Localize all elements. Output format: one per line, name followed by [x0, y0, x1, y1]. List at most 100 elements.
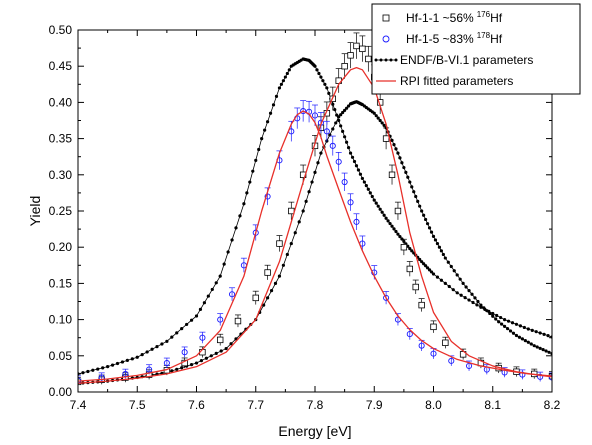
- endf-point: [339, 124, 343, 128]
- legend-label-hf15: Hf-1-5 ~83% 178Hf: [406, 31, 503, 46]
- hf-1-1-point: [430, 323, 437, 331]
- hf-1-5-point: [347, 199, 354, 206]
- endf-point: [194, 314, 199, 318]
- endf-point: [304, 199, 308, 203]
- y-tick-label: 0.00: [49, 385, 73, 399]
- endf-point: [473, 296, 477, 300]
- endf-point: [427, 268, 432, 272]
- hf-1-1-point: [418, 301, 425, 309]
- endf-point: [534, 330, 538, 334]
- endf-point: [535, 345, 539, 349]
- endf-point: [81, 371, 85, 375]
- endf-point: [202, 301, 206, 305]
- endf-point: [204, 356, 208, 360]
- endf-point: [376, 204, 380, 208]
- endf-point: [470, 292, 474, 296]
- hf-1-5-point: [406, 331, 413, 338]
- hf-1-5-point: [199, 334, 206, 341]
- endf-point: [443, 256, 447, 260]
- endf-point: [194, 361, 199, 365]
- endf-point: [458, 277, 462, 281]
- y-axis-title: Yield: [27, 196, 43, 227]
- hf-1-1-point: [234, 317, 242, 325]
- endf-point: [505, 327, 510, 331]
- endf-point: [364, 184, 368, 188]
- endf-point: [382, 123, 386, 127]
- endf-point: [325, 86, 329, 90]
- endf-point: [106, 365, 110, 369]
- endf-point: [115, 361, 120, 366]
- endf-point: [327, 91, 331, 95]
- endf-point: [394, 147, 398, 151]
- endf-point: [277, 86, 282, 90]
- endf-point: [281, 79, 285, 83]
- series-hf-1-1: [78, 32, 552, 387]
- endf-point: [439, 249, 443, 253]
- endf-point: [398, 156, 402, 160]
- endf-point: [422, 213, 426, 217]
- endf-point: [372, 198, 376, 202]
- endf-point: [319, 75, 323, 79]
- endf-point: [526, 327, 530, 331]
- endf-point: [358, 172, 363, 176]
- endf-point: [541, 348, 545, 352]
- endf-point: [380, 210, 384, 214]
- y-tick-label: 0.50: [49, 23, 73, 37]
- hf-1-5-point: [448, 357, 455, 364]
- endf-point: [400, 161, 404, 165]
- endf-curve-1: [78, 57, 552, 376]
- hf-1-5-point: [252, 229, 259, 236]
- hf-1-1-point: [252, 294, 259, 302]
- hf-1-1-point: [388, 171, 396, 178]
- endf-point: [446, 260, 450, 264]
- endf-point: [346, 146, 351, 150]
- endf-point: [455, 291, 459, 295]
- endf-point: [339, 113, 343, 117]
- endf-point: [542, 332, 546, 336]
- hf-1-1-point: [347, 52, 354, 59]
- endf-point: [170, 335, 174, 339]
- endf-point: [345, 140, 349, 144]
- endf-point: [283, 75, 287, 79]
- endf-point: [313, 64, 317, 68]
- legend-dot: [394, 58, 398, 62]
- endf-point: [380, 121, 384, 125]
- hf-1-1-point: [264, 269, 271, 276]
- endf-point: [360, 176, 364, 181]
- hf-1-5-point: [329, 142, 336, 149]
- endf-point: [229, 342, 233, 346]
- legend-dot: [389, 58, 393, 62]
- endf-point: [341, 110, 345, 115]
- endf-point: [514, 333, 519, 338]
- endf-point: [546, 334, 550, 338]
- endf-point: [388, 221, 392, 226]
- endf-point: [491, 314, 495, 318]
- endf-point: [429, 230, 434, 234]
- hf-1-5-point: [146, 366, 153, 373]
- endf-point: [471, 300, 475, 305]
- endf-point: [210, 287, 214, 292]
- endf-point: [482, 306, 486, 310]
- endf-point: [189, 318, 194, 322]
- endf-point: [392, 143, 396, 147]
- endf-point: [285, 252, 289, 257]
- endf-point: [218, 274, 222, 278]
- endf-point: [441, 252, 445, 257]
- endf-point: [370, 194, 374, 199]
- axes-layer: 7.4 7.5 7.6 7.7 7.8 7.9 8.0 8.1 8.2 0.00 0.05 0.10 0…: [49, 23, 561, 412]
- endf-point: [226, 250, 230, 254]
- endf-point: [91, 368, 95, 372]
- endf-point: [362, 180, 366, 184]
- endf-point: [455, 273, 459, 277]
- endf-point: [390, 138, 394, 143]
- endf-point: [301, 209, 305, 213]
- endf-point: [529, 342, 533, 346]
- endf-point: [544, 349, 548, 353]
- legend-circle-marker: [382, 35, 390, 43]
- endf-point: [506, 319, 511, 323]
- endf-point: [321, 79, 325, 83]
- endf-point: [297, 220, 301, 224]
- endf-point: [518, 324, 523, 328]
- endf-point: [431, 234, 436, 238]
